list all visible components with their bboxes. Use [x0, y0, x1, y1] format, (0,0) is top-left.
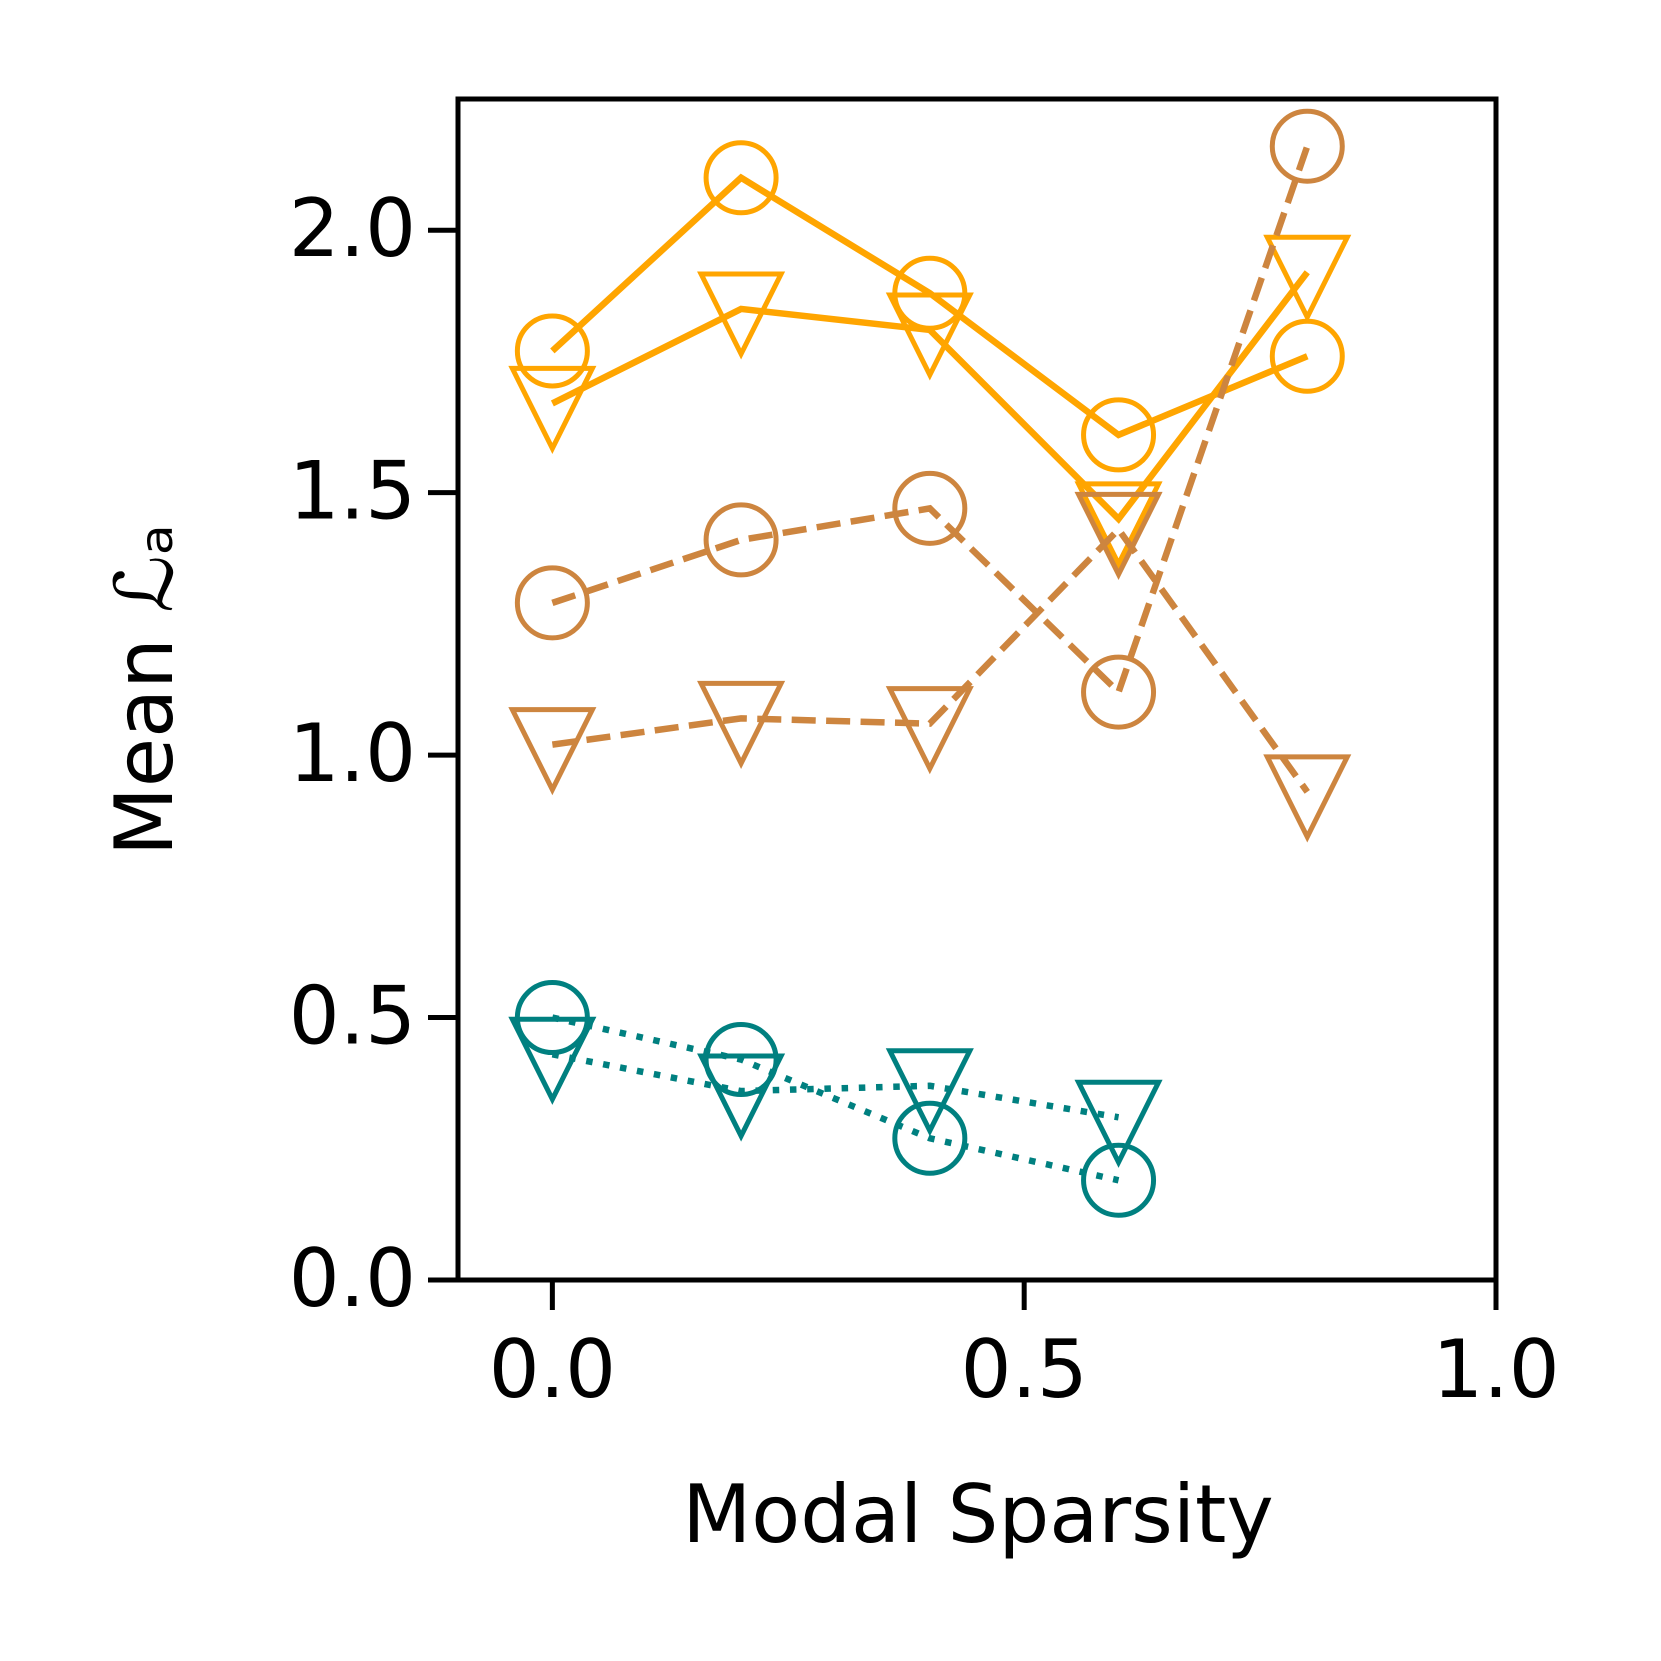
- series-line: [551, 1051, 1120, 1121]
- marker: [885, 1048, 974, 1137]
- y-tick-label: 0.5: [289, 970, 416, 1063]
- marker: [703, 140, 779, 216]
- series-line: [551, 1014, 1120, 1184]
- x-axis-label: Modal Sparsity: [682, 1468, 1274, 1561]
- series-line: [550, 270, 1310, 524]
- x-tick-label: 0.0: [489, 1323, 616, 1416]
- marker: [1081, 1142, 1157, 1218]
- marker: [1074, 491, 1163, 580]
- marker: [1081, 397, 1157, 473]
- x-tick-label: 0.5: [961, 1323, 1088, 1416]
- series-line: [550, 173, 1309, 439]
- marker: [1074, 481, 1163, 570]
- y-tick-label: 2.0: [289, 182, 416, 275]
- series-line: [551, 524, 1310, 794]
- series-line: [551, 145, 1311, 699]
- marker: [514, 565, 590, 641]
- y-tick-label: 1.5: [289, 445, 416, 538]
- marker: [697, 1053, 786, 1142]
- plot-frame: [455, 96, 1499, 1283]
- y-axis-label: Mean ℒₐ: [98, 524, 191, 856]
- marker: [514, 313, 590, 389]
- marker: [892, 1100, 968, 1176]
- marker: [1081, 654, 1157, 730]
- x-tick-label: 1.0: [1432, 1323, 1559, 1416]
- marker: [703, 502, 779, 578]
- marker: [1263, 754, 1352, 843]
- marker: [508, 707, 597, 796]
- marker: [508, 1016, 597, 1105]
- y-tick-label: 0.0: [289, 1232, 416, 1325]
- marker: [1074, 1079, 1163, 1168]
- marker: [885, 292, 974, 381]
- marker: [892, 470, 968, 546]
- marker: [697, 271, 786, 360]
- marker: [885, 686, 974, 775]
- marker: [1269, 108, 1345, 184]
- marker: [703, 1022, 779, 1098]
- marker: [697, 680, 786, 769]
- marker: [508, 365, 597, 455]
- y-tick-label: 1.0: [289, 707, 416, 800]
- marker: [1263, 234, 1352, 323]
